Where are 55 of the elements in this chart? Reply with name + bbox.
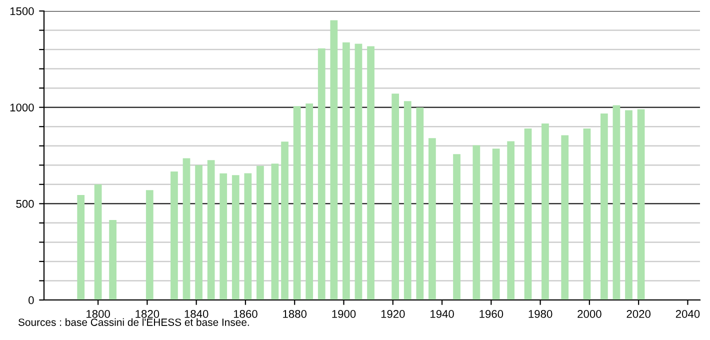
y-tick-label: 500 — [16, 200, 34, 208]
x-tick-label: 1840 — [184, 310, 208, 318]
bar — [600, 114, 608, 300]
bar — [207, 160, 215, 300]
bar — [453, 154, 460, 300]
bar — [625, 110, 632, 300]
x-tick-label: 1980 — [528, 310, 552, 318]
x-tick-label: 2020 — [626, 310, 650, 318]
bar — [354, 44, 362, 300]
y-tick-label: 1500 — [10, 7, 34, 16]
bar — [542, 124, 549, 300]
x-tick-label: 1940 — [430, 310, 454, 318]
bar — [281, 142, 288, 300]
bar — [472, 145, 480, 300]
bar — [416, 108, 424, 300]
bar — [637, 109, 645, 300]
x-tick-label: 1820 — [136, 310, 160, 318]
x-tick-label: 1860 — [234, 310, 258, 318]
bar — [318, 48, 326, 300]
bar — [109, 220, 116, 300]
y-tick-label: 1000 — [10, 104, 34, 112]
bar — [293, 106, 301, 300]
bar — [94, 184, 102, 300]
bar — [306, 103, 314, 300]
bar — [146, 190, 154, 300]
bar — [392, 94, 400, 300]
bar — [524, 128, 532, 300]
bar — [561, 135, 569, 300]
bar — [367, 46, 374, 300]
bar — [492, 148, 500, 300]
x-tick-label: 1880 — [283, 310, 307, 318]
x-tick-label: 2040 — [676, 310, 700, 318]
bar — [342, 42, 350, 300]
bar — [77, 194, 85, 300]
bar — [404, 101, 412, 300]
bar — [232, 175, 240, 300]
bar — [507, 141, 514, 300]
x-tick-label: 2000 — [578, 310, 602, 318]
x-tick-label: 1960 — [480, 310, 504, 318]
x-tick-label: 1920 — [381, 310, 405, 318]
bar — [195, 165, 202, 300]
bar — [170, 171, 178, 300]
bar — [583, 128, 591, 300]
source-note: Sources : base Cassini de l'EHESS et base Insee. — [18, 318, 249, 326]
y-tick-label: 0 — [28, 296, 34, 304]
bar — [256, 166, 264, 300]
bar — [330, 20, 338, 300]
bar — [612, 105, 620, 300]
bar — [220, 173, 228, 300]
x-tick-label: 1800 — [86, 310, 110, 318]
bar — [244, 173, 252, 300]
x-tick-label: 1900 — [332, 310, 356, 318]
bar — [428, 138, 436, 300]
bar — [271, 164, 279, 300]
bar — [182, 158, 190, 300]
